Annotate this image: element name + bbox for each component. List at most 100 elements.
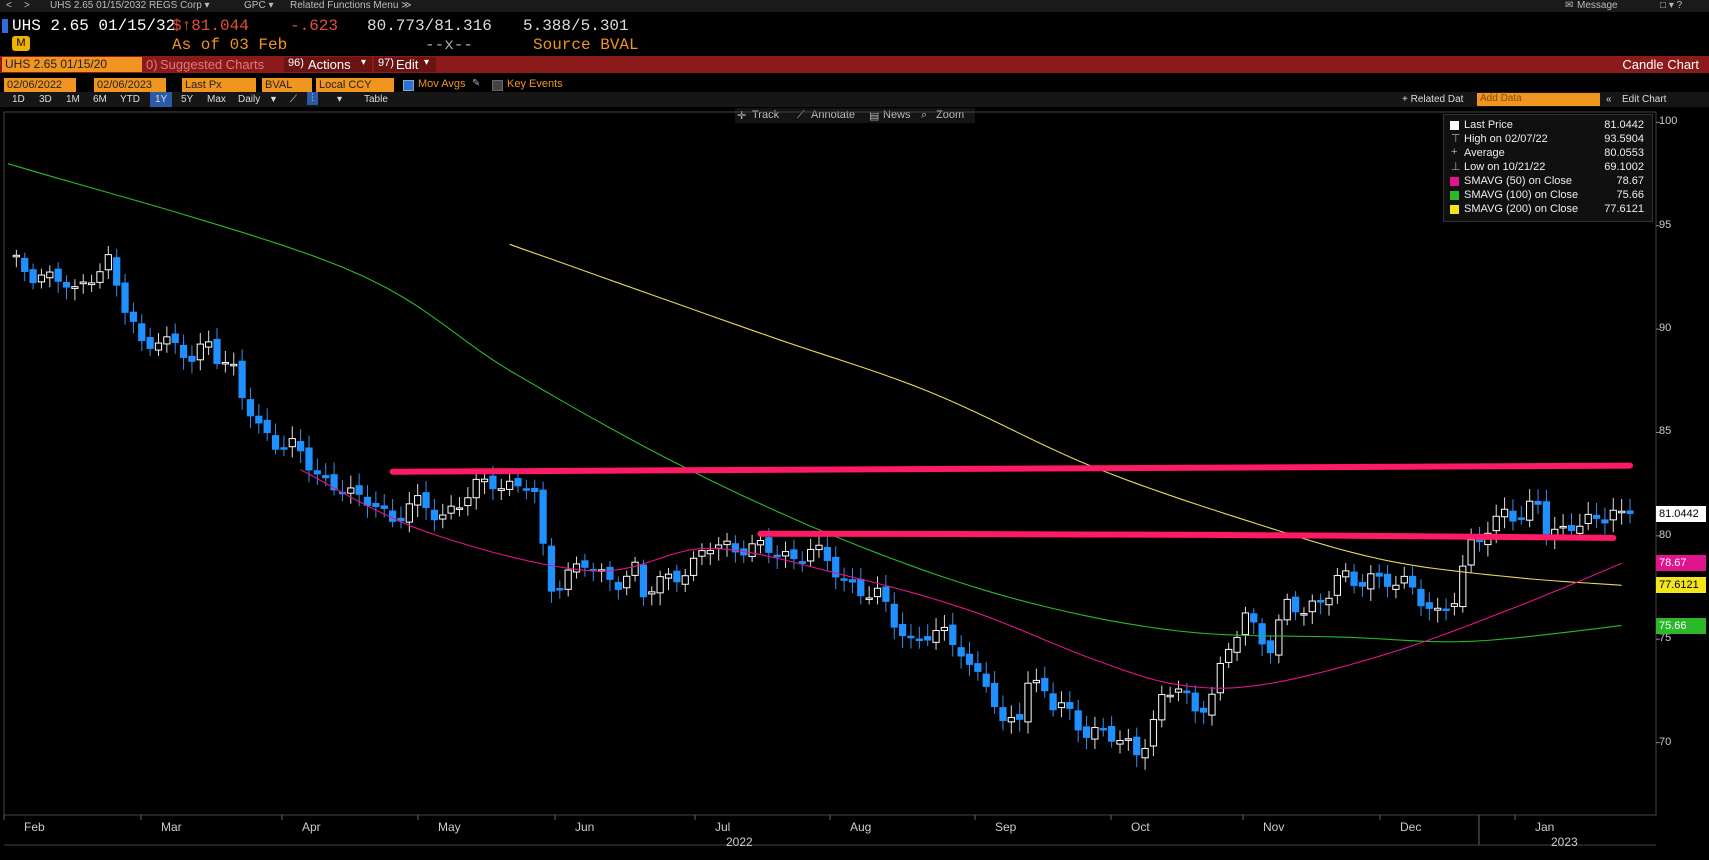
candle-up (623, 575, 631, 589)
gpc-menu[interactable]: GPC ▾ (244, 0, 274, 11)
currency-select[interactable]: Local CCY (316, 78, 394, 92)
edit-chart-button[interactable]: Edit Chart (1622, 94, 1667, 105)
candle-up (1609, 509, 1617, 521)
candle-up (1032, 679, 1041, 684)
chart-style-caret-icon[interactable]: ▾ (337, 94, 343, 105)
back-arrow-icon[interactable]: < (6, 0, 12, 11)
range-3d-button[interactable]: 3D (39, 94, 52, 105)
candle-down (372, 502, 380, 507)
average-marker-icon: + (1451, 146, 1458, 158)
candle-down (773, 554, 781, 558)
candle-up (1158, 694, 1166, 721)
bloomberg-icon[interactable]: M (12, 36, 30, 51)
y-tick-label: 70 (1659, 735, 1672, 748)
x-tick-label: Jul (715, 820, 731, 834)
candle-chart-icon[interactable]: ⫶ (307, 92, 318, 105)
candle-up (873, 587, 882, 598)
collapse-icon[interactable]: « (1606, 94, 1612, 105)
candle-up (1526, 500, 1534, 521)
mov-avgs-checkbox[interactable] (403, 80, 414, 91)
candle-down (1183, 690, 1191, 694)
line-chart-icon[interactable]: ⟋ (290, 94, 297, 105)
window-controls[interactable]: □ ▾ ? (1660, 0, 1683, 11)
chart-controls: 02/06/2022 02/06/2023 Last Px BVAL Local… (0, 76, 1709, 92)
candle-up (1216, 662, 1224, 694)
security-menu[interactable]: UHS 2.65 01/15/2032 REGS Corp ▾ (50, 0, 210, 11)
candle-down (313, 470, 321, 475)
range-1m-button[interactable]: 1M (66, 94, 80, 105)
key-events-checkbox[interactable] (492, 80, 503, 91)
y-tick-label: 100 (1659, 115, 1678, 128)
low-marker-icon: ⊥ (1451, 161, 1461, 173)
candle-down (21, 257, 29, 272)
candle-up (564, 569, 572, 590)
x-tick-label: Sep (995, 820, 1017, 834)
candle-up (221, 361, 230, 365)
range-6m-button[interactable]: 6M (93, 94, 107, 105)
candle-up (1434, 607, 1442, 611)
range-toolbar: 1D 3D 1M 6M YTD 1Y 5Y Max Daily ▼ ⟋ ⫶ ▾ … (0, 92, 1709, 107)
candle-down (798, 561, 806, 564)
frequency-select[interactable]: Daily (238, 94, 261, 105)
candle-down (522, 488, 530, 491)
high-marker-icon: ⊤ (1451, 133, 1461, 145)
candle-down (422, 492, 430, 509)
candle-down (1626, 510, 1634, 514)
candle-down (974, 663, 982, 672)
envelope-icon: ✉ (1565, 0, 1574, 11)
forward-arrow-icon[interactable]: > (24, 0, 30, 11)
candle-up (656, 576, 664, 594)
candle-down (1049, 693, 1057, 711)
actions-menu[interactable]: 96) Actions ▾ (284, 57, 372, 72)
chart-legend: Last Price 81.0442 ⊤ High on 02/07/22 93… (1443, 114, 1653, 222)
candle-up (1300, 613, 1308, 616)
blue-marker-icon (2, 19, 8, 33)
candle-down (263, 419, 271, 434)
candle-up (1576, 525, 1584, 534)
candle-down (29, 269, 37, 284)
start-date-field[interactable]: 02/06/2022 (4, 78, 76, 92)
table-button[interactable]: Table (364, 94, 388, 105)
news-icon: ▤ (869, 110, 880, 122)
suggested-charts-num: 0) (146, 57, 158, 72)
candle-down (280, 447, 288, 450)
edit-menu[interactable]: 97) Edit ▾ (374, 57, 436, 72)
candle-up (781, 551, 790, 557)
pencil-icon[interactable]: ✎ (472, 78, 481, 89)
candle-up (1166, 694, 1174, 698)
y-tick-label: 95 (1659, 218, 1672, 231)
range-1d-button[interactable]: 1D (12, 94, 25, 105)
mov-avgs-label: Mov Avgs (418, 78, 466, 90)
message-button[interactable]: Message (1577, 0, 1618, 11)
candle-down (330, 474, 338, 491)
candle-down (380, 505, 388, 509)
candle-up (1400, 575, 1408, 584)
candle-down (1408, 575, 1417, 588)
x-tick-label: May (438, 820, 461, 834)
candle-down (1041, 677, 1049, 692)
legend-swatch-sma50 (1450, 177, 1459, 186)
related-functions-menu[interactable]: Related Functions Menu ≫ (290, 0, 412, 11)
end-date-field[interactable]: 02/06/2023 (94, 78, 166, 92)
security-field[interactable]: UHS 2.65 01/15/20 (2, 57, 142, 72)
add-data-input[interactable]: Add Data (1477, 93, 1600, 106)
candle-down (1375, 572, 1383, 577)
source-select[interactable]: BVAL (262, 78, 312, 92)
candle-up (681, 575, 689, 585)
candle-down (1250, 613, 1258, 623)
candle-up (104, 254, 112, 271)
candle-up (1283, 598, 1291, 621)
range-1y-button[interactable]: 1Y (150, 92, 173, 107)
range-max-button[interactable]: Max (207, 94, 226, 105)
range-ytd-button[interactable]: YTD (120, 94, 140, 105)
suggested-charts-button[interactable]: Suggested Charts (160, 57, 265, 72)
range-5y-button[interactable]: 5Y (181, 94, 194, 105)
magnifier-icon: ⌕ (921, 109, 928, 121)
candle-up (940, 626, 949, 632)
related-data-button[interactable]: + Related Dat (1402, 94, 1464, 105)
candle-down (982, 673, 990, 687)
field-select[interactable]: Last Px (182, 78, 256, 92)
chart-type-label: Candle Chart (1622, 57, 1699, 72)
candle-down (1108, 726, 1116, 742)
